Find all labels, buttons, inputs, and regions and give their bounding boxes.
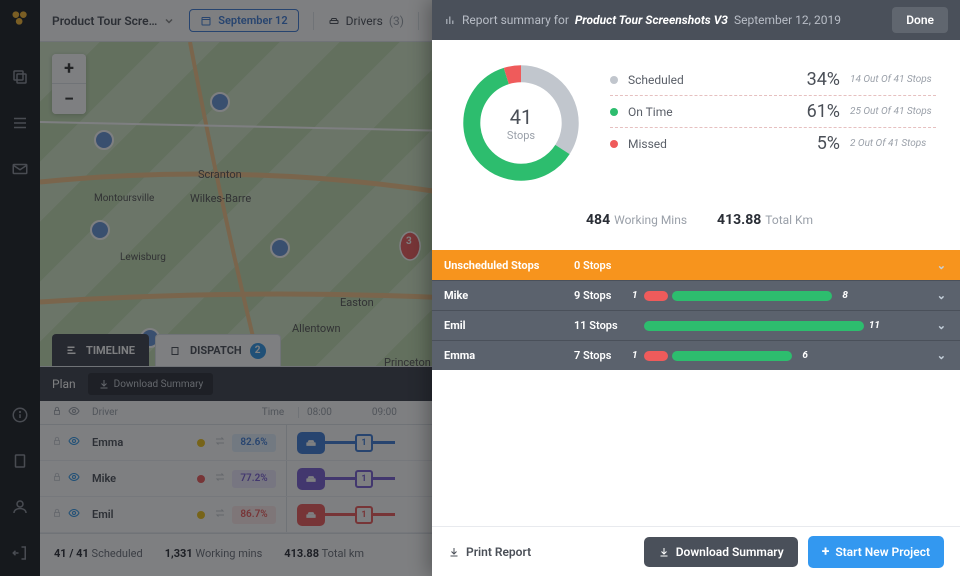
driver-bars: 11	[644, 321, 925, 331]
legend-name: On Time	[628, 105, 807, 119]
bar-red-val: 1	[632, 290, 638, 301]
legend-row: Missed 5% 2 Out Of 41 Stops	[610, 128, 936, 160]
start-new-project-button[interactable]: + Start New Project	[808, 536, 944, 568]
report-header: Report summary for Product Tour Screensh…	[432, 0, 960, 40]
plus-icon: +	[822, 544, 830, 560]
unscheduled-label: Unscheduled Stops	[444, 259, 574, 272]
print-button[interactable]: Print Report	[448, 545, 531, 559]
done-button[interactable]: Done	[892, 7, 948, 33]
legend-dot	[610, 76, 618, 84]
download-icon	[658, 546, 670, 558]
driver-name: Emil	[444, 319, 574, 332]
legend-pct: 5%	[817, 133, 840, 154]
unscheduled-stops: 0 Stops	[574, 259, 644, 272]
legend-detail: 14 Out Of 41 Stops	[850, 74, 936, 85]
report-date: September 12, 2019	[734, 13, 841, 27]
print-label: Print Report	[466, 545, 531, 559]
legend-pct: 61%	[807, 101, 840, 122]
donut-label: Stops	[507, 129, 535, 142]
unscheduled-row[interactable]: Unscheduled Stops 0 Stops ⌄	[432, 250, 960, 280]
report-prefix: Report summary for	[462, 13, 569, 27]
driver-bars: 1 6	[644, 351, 925, 361]
download-icon	[448, 546, 460, 558]
report-icon	[444, 14, 456, 26]
driver-name: Mike	[444, 289, 574, 302]
legend-detail: 25 Out Of 41 Stops	[850, 106, 936, 117]
driver-bars: 1 8	[644, 291, 925, 301]
legend-name: Scheduled	[628, 73, 807, 87]
chevron-down-icon: ⌄	[937, 259, 946, 272]
donut-total: 41	[510, 105, 532, 129]
bar-red-val: 1	[632, 350, 638, 361]
report-summary: 41 Stops Scheduled 34% 14 Out Of 41 Stop…	[432, 40, 960, 204]
report-stats: 484 Working Mins 413.88 Total Km	[432, 204, 960, 250]
legend-detail: 2 Out Of 41 Stops	[850, 138, 936, 149]
stat-mins: 484	[586, 212, 610, 228]
report-panel: Report summary for Product Tour Screensh…	[432, 0, 960, 576]
legend-name: Missed	[628, 137, 817, 151]
chevron-down-icon: ⌄	[937, 349, 946, 362]
driver-row[interactable]: Emil 11 Stops 11 ⌄	[432, 310, 960, 340]
bar-green-val: 8	[842, 290, 848, 301]
legend-row: On Time 61% 25 Out Of 41 Stops	[610, 96, 936, 128]
stat-km: 413.88	[717, 212, 761, 228]
download-label: Download Summary	[676, 545, 784, 559]
driver-row[interactable]: Mike 9 Stops 1 8 ⌄	[432, 280, 960, 310]
driver-row[interactable]: Emma 7 Stops 1 6 ⌄	[432, 340, 960, 370]
chevron-down-icon: ⌄	[937, 319, 946, 332]
legend-dot	[610, 140, 618, 148]
legend-pct: 34%	[807, 69, 840, 90]
report-footer: Print Report Download Summary + Start Ne…	[432, 526, 960, 576]
download-summary-button[interactable]: Download Summary	[644, 537, 798, 567]
donut-chart: 41 Stops	[456, 58, 586, 188]
bar-green-val: 6	[802, 350, 808, 361]
new-project-label: Start New Project	[835, 545, 930, 559]
chevron-down-icon: ⌄	[937, 289, 946, 302]
stat-km-lbl: Total Km	[765, 213, 813, 227]
report-project: Product Tour Screenshots V3	[575, 13, 728, 27]
legend-row: Scheduled 34% 14 Out Of 41 Stops	[610, 64, 936, 96]
legend: Scheduled 34% 14 Out Of 41 Stops On Time…	[610, 58, 936, 160]
stat-mins-lbl: Working Mins	[614, 213, 687, 227]
bar-green-val: 11	[869, 320, 880, 331]
driver-stops: 11 Stops	[574, 319, 644, 332]
driver-section: Unscheduled Stops 0 Stops ⌄ Mike 9 Stops…	[432, 250, 960, 370]
legend-dot	[610, 108, 618, 116]
driver-name: Emma	[444, 349, 574, 362]
